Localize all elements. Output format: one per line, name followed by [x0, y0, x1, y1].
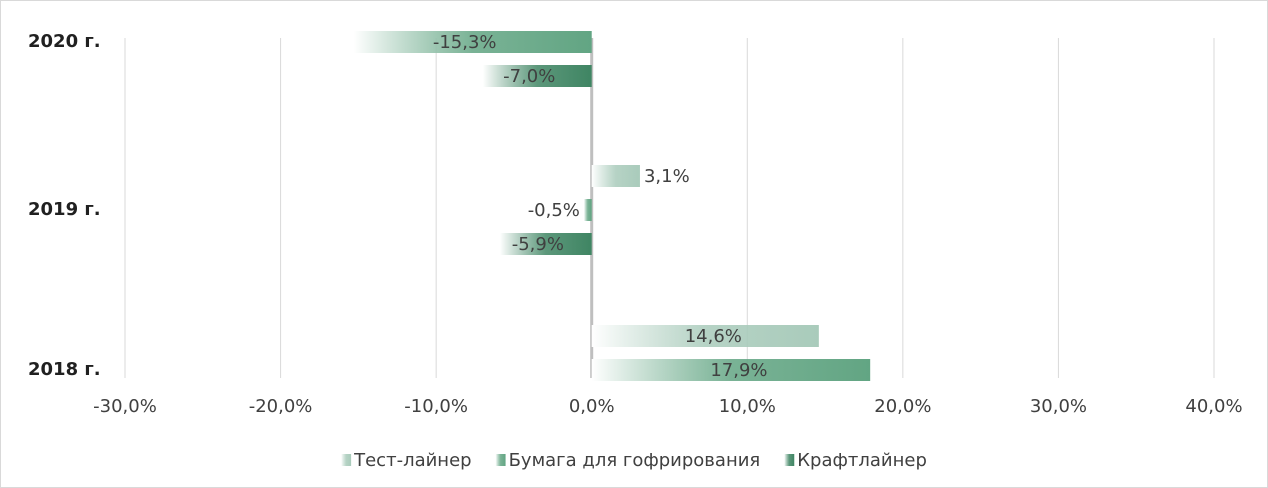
data-label: -15,3%: [433, 32, 497, 53]
legend-label: Бумага для гофрирования: [509, 450, 761, 471]
data-label: 17,9%: [710, 360, 767, 381]
legend-swatch: [784, 454, 795, 466]
category-label: 2019 г.: [28, 199, 101, 220]
x-tick-label: -30,0%: [93, 396, 157, 417]
bar: [353, 31, 592, 53]
x-tick-label: 0,0%: [569, 396, 615, 417]
category-label: 2020 г.: [28, 31, 101, 52]
bar: [482, 65, 592, 87]
x-tick-label: 40,0%: [1185, 396, 1242, 417]
data-label: 3,1%: [644, 166, 690, 187]
category-label: 2018 г.: [28, 359, 101, 380]
data-label: 14,6%: [685, 326, 742, 347]
bar: [499, 233, 592, 255]
data-label: -7,0%: [503, 66, 555, 87]
legend: Тест-лайнер Бумага для гофрирования Крафтл…: [341, 450, 927, 471]
legend-label: Тест-лайнер: [353, 450, 471, 471]
data-label: -5,9%: [512, 234, 564, 255]
x-tick-label: -20,0%: [249, 396, 313, 417]
x-tick-label: 20,0%: [874, 396, 931, 417]
bar: [583, 199, 592, 221]
legend-swatch: [495, 454, 506, 466]
bar: [591, 359, 871, 381]
bar: [591, 165, 640, 187]
x-tick-label: 10,0%: [719, 396, 776, 417]
legend-label: Крафтлайнер: [797, 450, 927, 471]
x-tick-label: -10,0%: [404, 396, 468, 417]
legend-swatch: [341, 454, 352, 466]
x-tick-label: 30,0%: [1030, 396, 1087, 417]
data-label: -0,5%: [528, 200, 580, 221]
bar: [591, 325, 819, 347]
